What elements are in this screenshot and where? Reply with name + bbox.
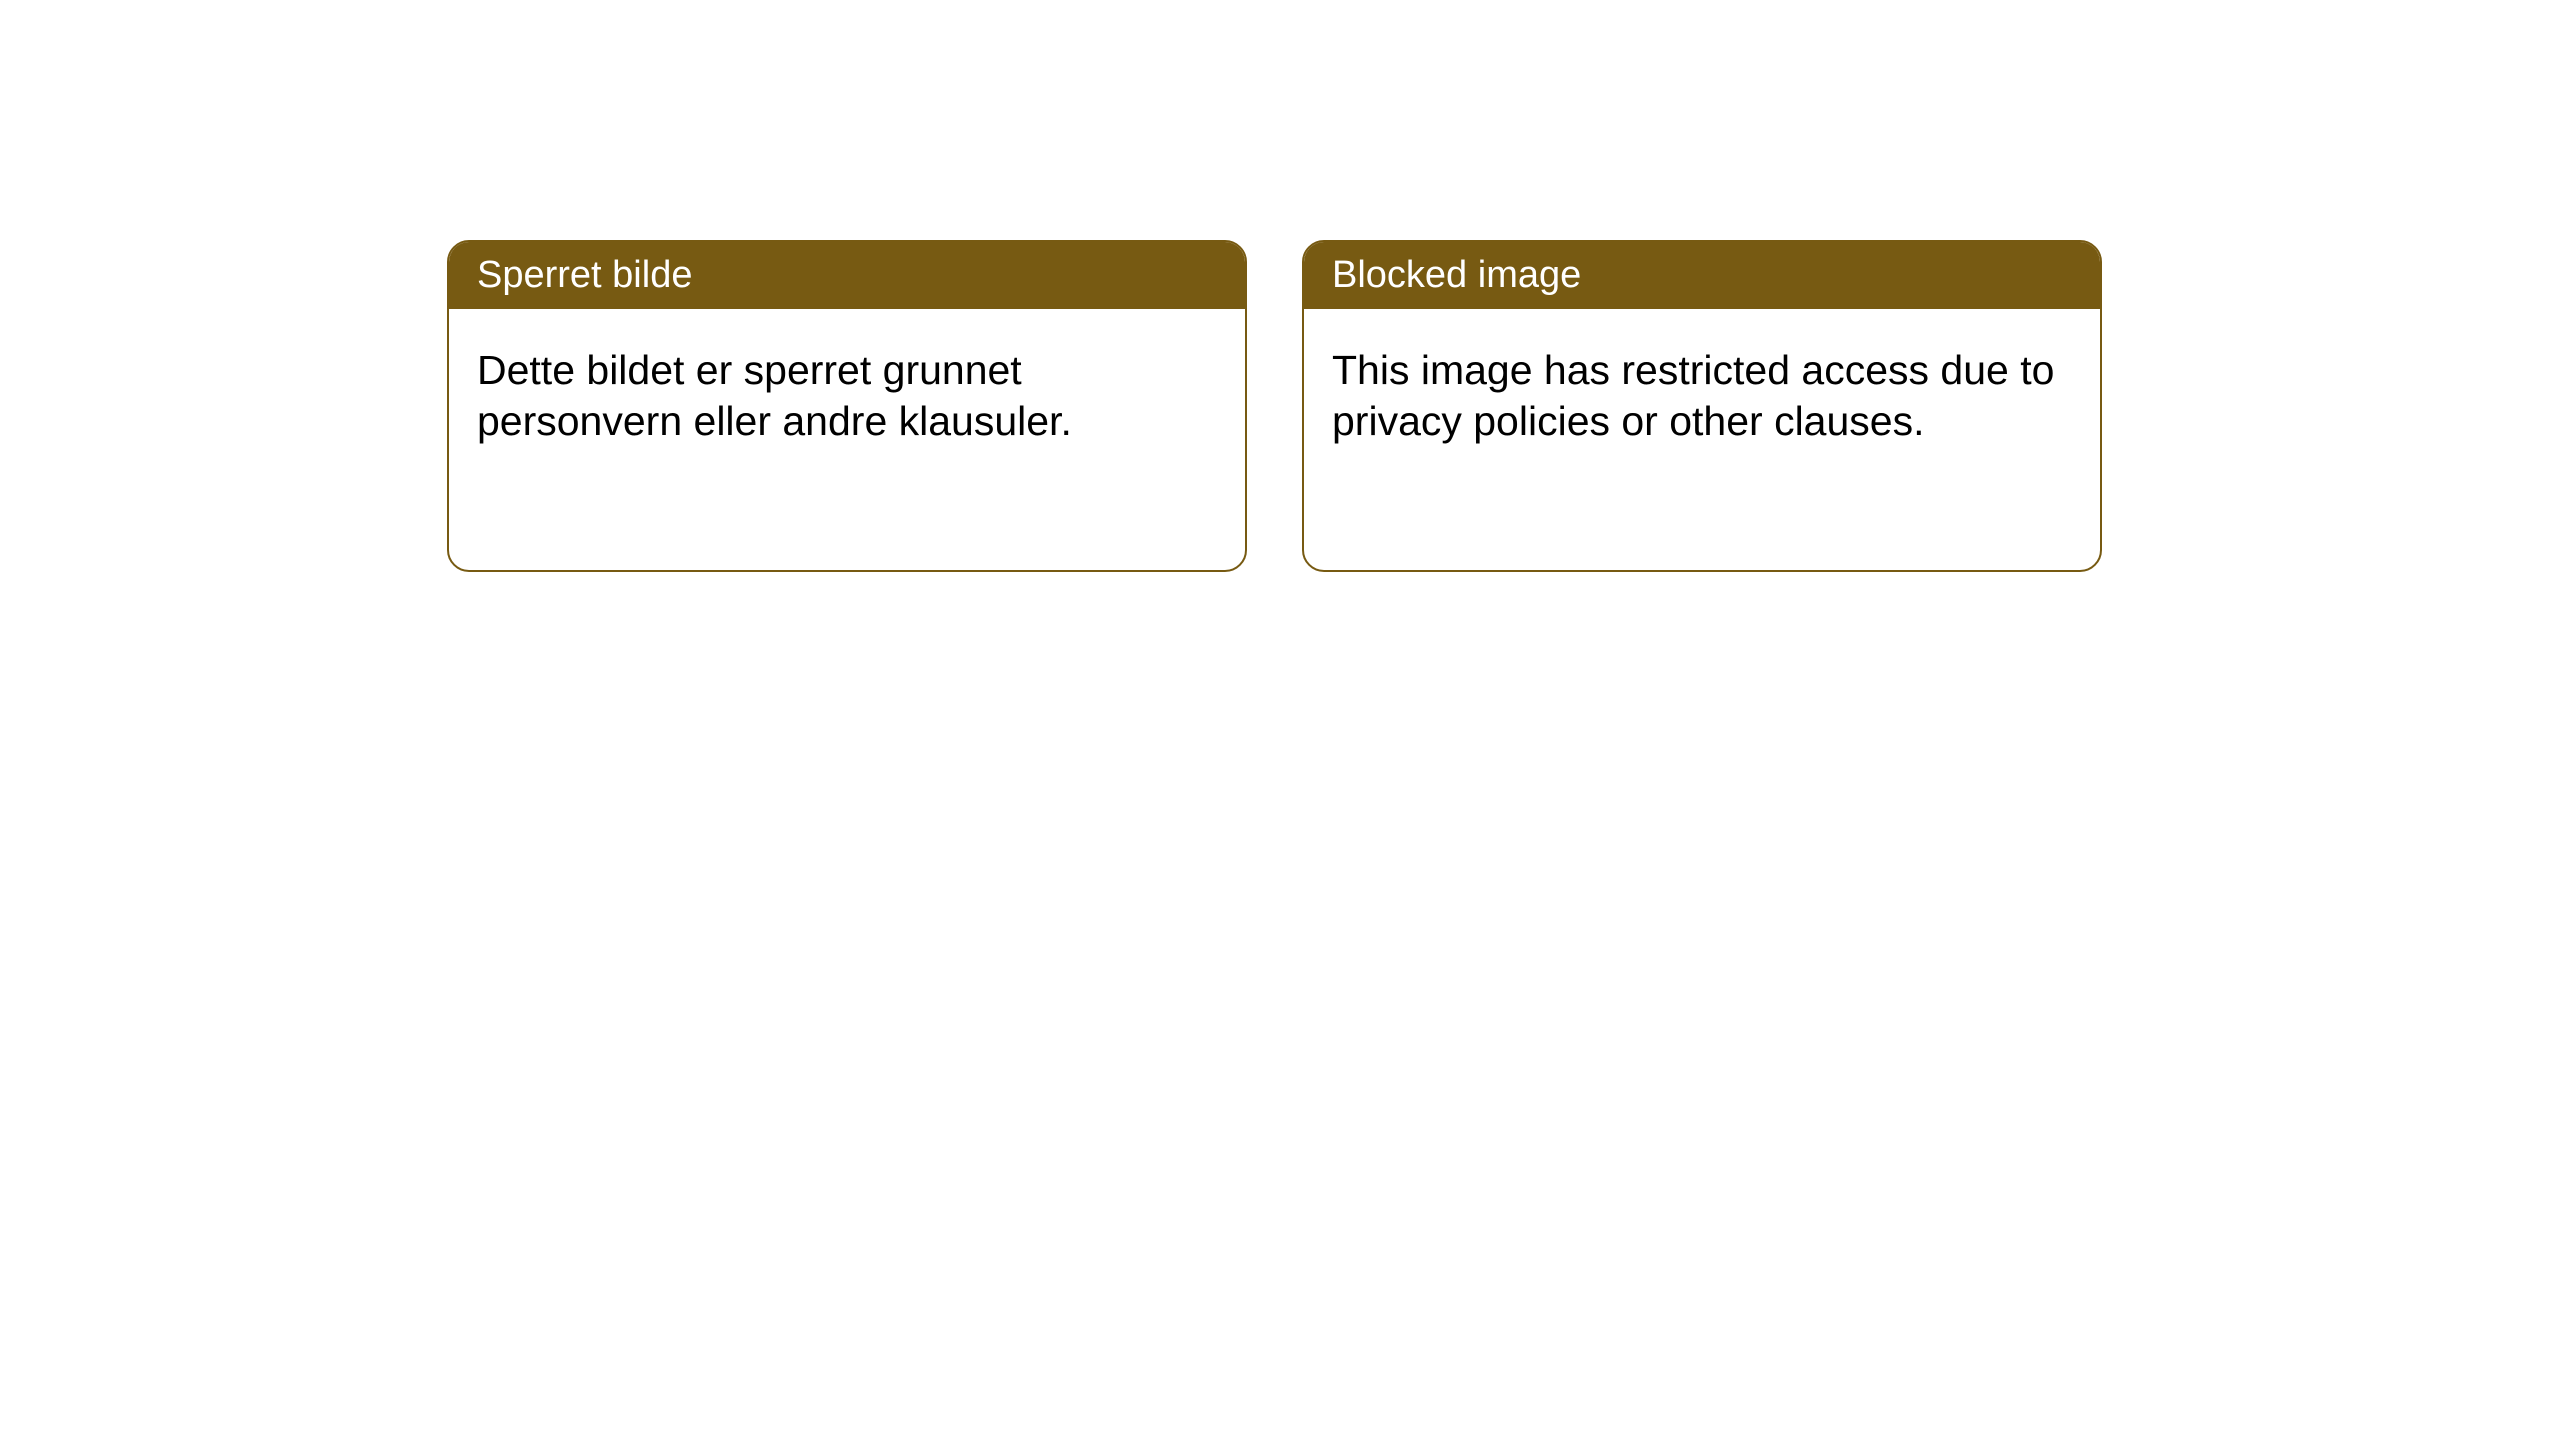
notice-header: Sperret bilde [449,242,1245,309]
notice-body: Dette bildet er sperret grunnet personve… [449,309,1245,484]
notice-container: Sperret bilde Dette bildet er sperret gr… [447,240,2102,572]
notice-body-text: Dette bildet er sperret grunnet personve… [477,347,1072,444]
notice-title: Sperret bilde [477,254,692,296]
notice-title: Blocked image [1332,254,1581,296]
notice-body-text: This image has restricted access due to … [1332,347,2054,444]
notice-card-norwegian: Sperret bilde Dette bildet er sperret gr… [447,240,1247,572]
notice-card-english: Blocked image This image has restricted … [1302,240,2102,572]
notice-header: Blocked image [1304,242,2100,309]
notice-body: This image has restricted access due to … [1304,309,2100,484]
